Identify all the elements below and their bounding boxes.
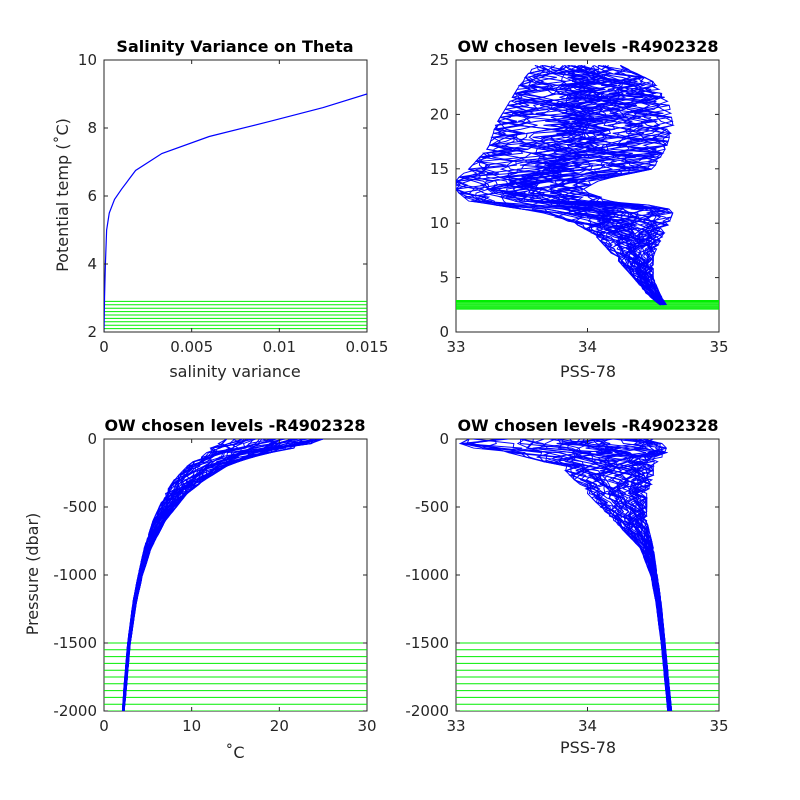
profile-line — [550, 65, 670, 306]
x-axis-label: PSS-78 — [560, 738, 616, 757]
chart-title: OW chosen levels -R4902328 — [457, 37, 718, 56]
x-tick-label: 0.015 — [346, 338, 389, 356]
data-layer — [456, 64, 719, 310]
profile-line — [566, 64, 674, 306]
y-tick-label: -1000 — [405, 566, 449, 584]
x-tick-label: 34 — [578, 338, 597, 356]
y-tick-label: 10 — [430, 214, 449, 232]
profile-line — [456, 65, 662, 306]
axes-ticks: 0 0.005 0.01 0.015 2 4 6 8 10 — [78, 51, 389, 356]
plot-area: 33 34 35 -2000 -1500 -1000 -500 0 — [405, 430, 728, 735]
data-layer — [104, 439, 367, 711]
x-tick-label: 0.01 — [263, 338, 296, 356]
axes-ticks: 0 10 20 30 -2000 -1500 -1000 -500 0 — [53, 430, 376, 735]
profile-line — [538, 65, 666, 306]
axes-frame — [103, 59, 368, 333]
y-tick-label: -1500 — [53, 634, 97, 652]
subplot-temperature-vs-pressure: OW chosen levels -R4902328 0 10 20 30 -2000 -… — [23, 416, 377, 762]
y-tick-label: -1000 — [53, 566, 97, 584]
profile-line — [121, 439, 232, 711]
y-tick-label: 0 — [439, 323, 449, 341]
subplot-salinity-vs-pressure: OW chosen levels -R4902328 33 34 35 -2000 -1… — [405, 416, 728, 757]
y-tick-label: 0 — [87, 430, 97, 448]
x-tick-label: 35 — [709, 338, 728, 356]
data-layer — [456, 439, 719, 711]
y-tick-label: 15 — [430, 160, 449, 178]
x-tick-label: 34 — [578, 717, 597, 735]
profile-line — [566, 439, 671, 711]
y-tick-label: 8 — [87, 119, 97, 137]
profile-line — [458, 439, 669, 711]
x-tick-label: 0.005 — [170, 338, 213, 356]
y-tick-label: 10 — [78, 51, 97, 69]
profile-line — [466, 439, 669, 711]
y-tick-label: 4 — [87, 255, 97, 273]
y-tick-label: -2000 — [53, 702, 97, 720]
axes-frame — [103, 438, 368, 712]
subplot-salinity-variance: Salinity Variance on Theta 0 0.005 0.01 0.0… — [53, 37, 388, 381]
x-axis-label: salinity variance — [169, 362, 300, 381]
chart-title: OW chosen levels -R4902328 — [457, 416, 718, 435]
profile-line — [456, 65, 662, 306]
plot-area: 0 10 20 30 -2000 -1500 -1000 -500 0 — [53, 430, 376, 735]
subplot-salinity-vs-theta: OW chosen levels -R4902328 33 34 35 0 5 10 15 2… — [430, 37, 729, 381]
profile-line — [516, 65, 664, 306]
y-tick-label: 2 — [87, 323, 97, 341]
x-axis-label: ˚C — [225, 743, 244, 762]
chart-title: Salinity Variance on Theta — [116, 37, 353, 56]
x-tick-label: 0 — [99, 338, 109, 356]
y-tick-label: 25 — [430, 51, 449, 69]
x-tick-label: 35 — [709, 717, 728, 735]
y-tick-label: 6 — [87, 187, 97, 205]
profile-line — [123, 439, 292, 711]
axes-ticks: 33 34 35 0 5 10 15 20 25 — [430, 51, 729, 356]
x-tick-label: 0 — [99, 717, 109, 735]
y-axis-label: Pressure (dbar) — [23, 513, 42, 636]
y-tick-label: 0 — [439, 430, 449, 448]
chart-title: OW chosen levels -R4902328 — [104, 416, 365, 435]
y-tick-label: -500 — [63, 498, 97, 516]
y-tick-label: 20 — [430, 105, 449, 123]
y-axis-label: Potential temp (˚C) — [53, 118, 72, 272]
y-tick-label: -500 — [415, 498, 449, 516]
plot-area: 0 0.005 0.01 0.015 2 4 6 8 10 — [78, 51, 389, 356]
profile-line — [475, 64, 663, 306]
x-tick-label: 33 — [446, 717, 465, 735]
x-axis-label: PSS-78 — [560, 362, 616, 381]
y-tick-label: 5 — [439, 269, 449, 287]
plot-area: 33 34 35 0 5 10 15 20 25 — [430, 51, 729, 356]
axes-ticks: 33 34 35 -2000 -1500 -1000 -500 0 — [405, 430, 728, 735]
x-tick-label: 20 — [270, 717, 289, 735]
x-tick-label: 10 — [182, 717, 201, 735]
profile-line — [463, 64, 662, 306]
x-tick-label: 33 — [446, 338, 465, 356]
profile-line — [612, 439, 672, 711]
x-tick-label: 30 — [357, 717, 376, 735]
y-tick-label: -2000 — [405, 702, 449, 720]
profile-line — [489, 65, 664, 306]
y-tick-label: -1500 — [405, 634, 449, 652]
